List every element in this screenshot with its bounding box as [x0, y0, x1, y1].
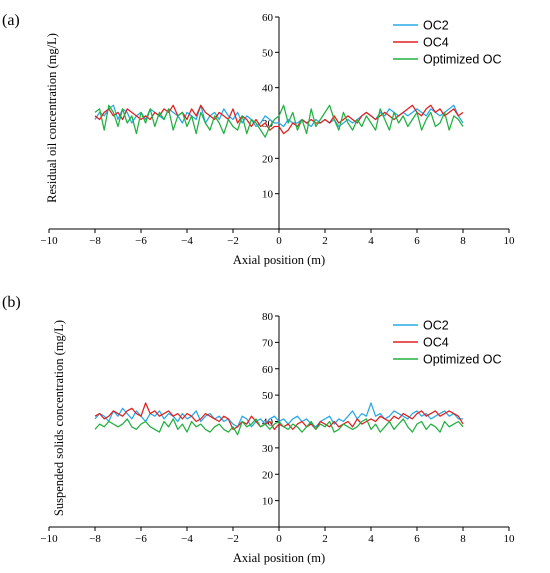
- y-tick-label: 10: [262, 189, 274, 201]
- y-tick-label: 10: [262, 496, 274, 508]
- x-tick-label: 4: [368, 235, 374, 247]
- series-line-optimized-oc: [94, 418, 464, 436]
- x-tick-label: 6: [414, 533, 420, 545]
- legend-label-oc4: OC4: [423, 36, 449, 50]
- legend-b: OC2 OC4 Optimized OC: [393, 319, 502, 367]
- y-tick-label: 30: [262, 443, 274, 455]
- y-axis-title-b: Suspended solids concentration (mg/L): [52, 320, 66, 516]
- y-tick-label: 30: [262, 118, 274, 130]
- legend-a: OC2 OC4 Optimized OC: [393, 19, 502, 67]
- x-tick-label: 10: [504, 533, 516, 545]
- y-axis-title-a: Residual oil concentration (mg/L): [45, 33, 59, 203]
- x-axis-title-b: Axial position (m): [233, 551, 325, 565]
- series-line-oc4: [94, 104, 464, 135]
- x-tick-label: 4: [368, 533, 374, 545]
- series-line-oc4: [94, 402, 464, 431]
- panel-a: (a) −10 −8 −6 −4 −2 0 2 4 6 8 10 10 20 30 40 50 60 Axial…: [2, 12, 515, 267]
- series-b: [94, 402, 464, 436]
- legend-label-oc2: OC2: [423, 19, 449, 33]
- x-tick-label: −8: [89, 235, 101, 247]
- legend-label-oc4: OC4: [423, 336, 449, 350]
- series-a: [94, 104, 464, 138]
- y-tick-label: 20: [262, 153, 274, 165]
- x-tick-label: −10: [40, 235, 58, 247]
- panel-label-a: (a): [2, 12, 20, 29]
- y-tick-label: 20: [262, 469, 274, 481]
- x-tick-label: −4: [181, 235, 193, 247]
- y-tick-label: 50: [262, 390, 274, 402]
- x-tick-label: −2: [227, 533, 239, 545]
- y-tick-label: 40: [262, 83, 274, 95]
- legend-label-oc2: OC2: [423, 319, 449, 333]
- series-line-optimized-oc: [94, 104, 464, 138]
- x-tick-label: 2: [322, 533, 328, 545]
- y-tick-label: 50: [262, 47, 274, 59]
- ticks-a: −10 −8 −6 −4 −2 0 2 4 6 8 10 10 20 30 40 50 60: [40, 12, 515, 247]
- legend-label-optimized-oc: Optimized OC: [423, 53, 502, 67]
- y-tick-label: 70: [262, 337, 274, 349]
- x-tick-label: 8: [460, 235, 466, 247]
- x-axis-title-a: Axial position (m): [233, 253, 325, 267]
- y-tick-label: 60: [262, 364, 274, 376]
- y-tick-label: 80: [262, 311, 274, 323]
- panel-label-b: (b): [2, 294, 21, 311]
- x-tick-label: −2: [227, 235, 239, 247]
- x-tick-label: −6: [135, 533, 147, 545]
- x-tick-label: 0: [276, 235, 282, 247]
- legend-label-optimized-oc: Optimized OC: [423, 353, 502, 367]
- x-tick-label: 6: [414, 235, 420, 247]
- x-tick-label: 10: [504, 235, 516, 247]
- y-tick-label: 60: [262, 12, 274, 24]
- x-tick-label: −6: [135, 235, 147, 247]
- x-tick-label: −4: [181, 533, 193, 545]
- x-tick-label: 8: [460, 533, 466, 545]
- x-tick-label: −10: [40, 533, 58, 545]
- x-tick-label: 0: [276, 533, 282, 545]
- x-tick-label: −8: [89, 533, 101, 545]
- x-tick-label: 2: [322, 235, 328, 247]
